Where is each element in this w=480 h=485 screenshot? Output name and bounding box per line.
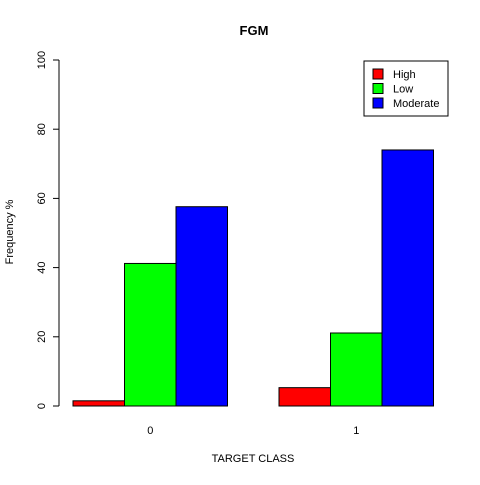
x-tick-label: 1 [353,425,359,437]
y-tick-label: 40 [36,261,48,273]
legend-label-moderate: Moderate [393,98,439,110]
y-tick-label: 0 [36,403,48,409]
x-tick-label: 0 [147,425,153,437]
y-tick-label: 60 [36,192,48,204]
y-tick-label: 20 [36,331,48,343]
chart-title: FGM [240,23,269,38]
bar-low-class-0 [124,262,177,407]
bars [72,149,434,407]
legend-swatch-low [372,83,384,94]
x-axis-label: TARGET CLASS [212,453,295,465]
y-tick-label: 100 [36,51,48,69]
bar-moderate-class-1 [381,149,434,407]
bar-high-class-1 [278,387,331,407]
y-axis-label: Frequency % [4,199,16,264]
legend: High Low Moderate [363,60,449,117]
legend-swatch-high [372,68,384,80]
legend-swatch-moderate [372,97,384,109]
y-tick-label: 80 [36,123,48,135]
bar-low-class-1 [330,332,383,407]
legend-label-high: High [393,69,416,81]
bar-moderate-class-0 [175,206,228,407]
bar-high-class-0 [72,400,125,407]
y-axis: 0 20 40 60 80 100 [36,51,60,409]
legend-label-low: Low [393,84,413,96]
